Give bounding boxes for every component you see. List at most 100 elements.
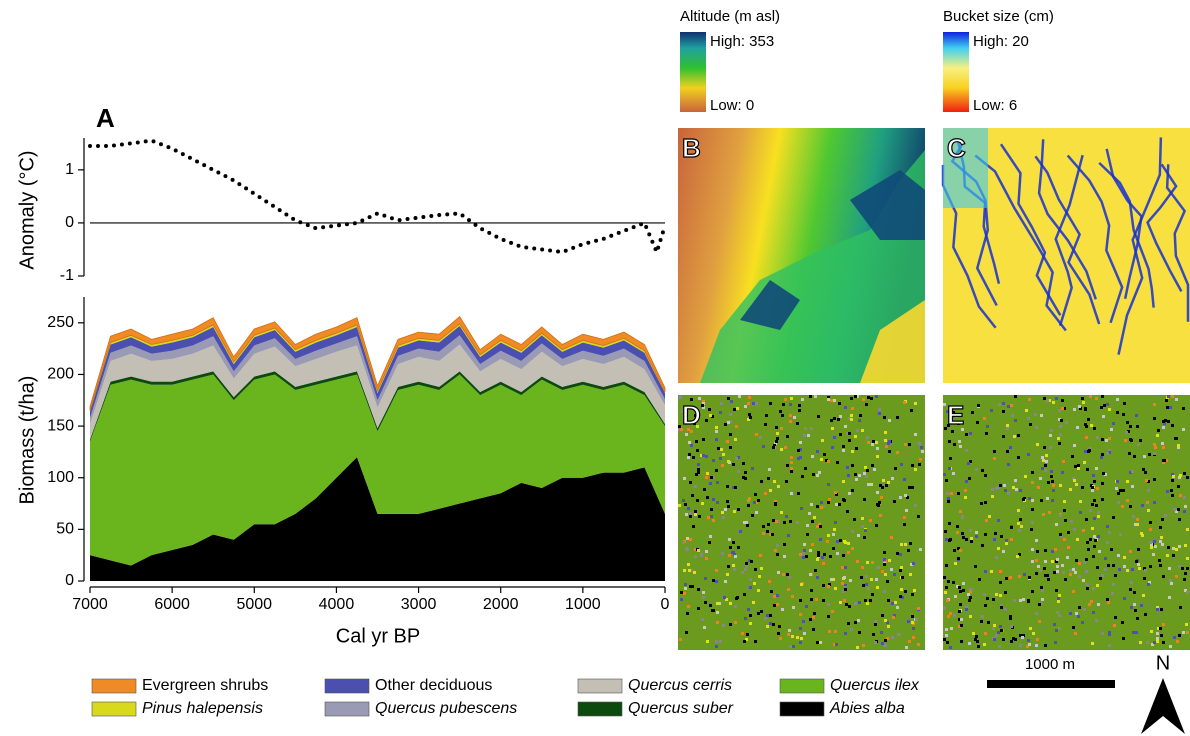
vegetation-cell: [847, 542, 850, 545]
vegetation-cell: [689, 538, 692, 541]
vegetation-cell: [733, 553, 736, 556]
vegetation-cell: [684, 587, 687, 590]
vegetation-cell: [755, 501, 758, 504]
vegetation-cell: [745, 565, 748, 568]
vegetation-cell: [865, 475, 868, 478]
vegetation-cell: [906, 496, 909, 499]
vegetation-cell: [764, 423, 767, 426]
vegetation-cell: [881, 642, 884, 645]
vegetation-cell: [700, 454, 703, 457]
vegetation-cell: [1173, 636, 1176, 639]
vegetation-cell: [826, 540, 829, 543]
vegetation-cell: [908, 486, 911, 489]
vegetation-cell: [1136, 518, 1139, 521]
vegetation-cell: [1059, 533, 1062, 536]
vegetation-cell: [971, 411, 974, 414]
vegetation-cell: [976, 421, 979, 424]
vegetation-cell: [806, 524, 809, 527]
vegetation-cell: [912, 562, 915, 565]
vegetation-cell: [1156, 637, 1159, 640]
vegetation-cell: [972, 632, 975, 635]
vegetation-cell: [945, 586, 948, 589]
vegetation-cell: [1137, 548, 1140, 551]
vegetation-cell: [774, 549, 777, 552]
vegetation-cell: [803, 434, 806, 437]
vegetation-cell: [686, 548, 689, 551]
vegetation-cell: [863, 498, 866, 501]
vegetation-cell: [790, 470, 793, 473]
vegetation-cell: [1010, 404, 1013, 407]
vegetation-cell: [998, 403, 1001, 406]
drainage-line: [1098, 161, 1155, 308]
vegetation-cell: [1045, 454, 1048, 457]
vegetation-cell: [1067, 531, 1070, 534]
vegetation-cell: [715, 569, 718, 572]
vegetation-cell: [1116, 480, 1119, 483]
vegetation-cell: [749, 578, 752, 581]
vegetation-cell: [772, 623, 775, 626]
vegetation-cell: [949, 457, 952, 460]
vegetation-cell: [724, 423, 727, 426]
vegetation-cell: [1037, 565, 1040, 568]
vegetation-cell: [837, 418, 840, 421]
vegetation-cell: [1097, 511, 1100, 514]
vegetation-cell: [706, 496, 709, 499]
vegetation-cell: [1077, 615, 1080, 618]
vegetation-cell: [696, 449, 699, 452]
vegetation-cell: [1161, 518, 1164, 521]
vegetation-cell: [1085, 425, 1088, 428]
drainage-line: [999, 143, 1062, 316]
vegetation-cell: [729, 623, 732, 626]
vegetation-cell: [1108, 437, 1111, 440]
vegetation-cell: [999, 570, 1002, 573]
vegetation-cell: [1040, 499, 1043, 502]
vegetation-cell: [806, 533, 809, 536]
vegetation-cell: [737, 456, 740, 459]
vegetation-cell: [764, 492, 767, 495]
vegetation-cell: [789, 520, 792, 523]
vegetation-cell: [913, 589, 916, 592]
vegetation-cell: [960, 624, 963, 627]
vegetation-cell: [836, 540, 839, 543]
vegetation-cell: [816, 525, 819, 528]
vegetation-cell: [778, 625, 781, 628]
vegetation-cell: [822, 599, 825, 602]
vegetation-cell: [1161, 442, 1164, 445]
vegetation-cell: [1095, 397, 1098, 400]
vegetation-cell: [1175, 548, 1178, 551]
colorbar: [680, 32, 706, 112]
vegetation-cell: [1056, 558, 1059, 561]
vegetation-cell: [799, 613, 802, 616]
vegetation-cell: [1014, 479, 1017, 482]
vegetation-cell: [1089, 447, 1092, 450]
vegetation-cell: [883, 551, 886, 554]
vegetation-cell: [997, 547, 1000, 550]
vegetation-cell: [867, 396, 870, 399]
vegetation-cell: [1077, 464, 1080, 467]
vegetation-cell: [861, 566, 864, 569]
vegetation-cell: [954, 595, 957, 598]
vegetation-cell: [682, 541, 685, 544]
vegetation-cell: [742, 462, 745, 465]
vegetation-cell: [969, 590, 972, 593]
vegetation-cell: [901, 596, 904, 599]
vegetation-cell: [726, 440, 729, 443]
vegetation-cell: [885, 484, 888, 487]
vegetation-cell: [1045, 460, 1048, 463]
vegetation-cell: [844, 632, 847, 635]
vegetation-cell: [769, 622, 772, 625]
vegetation-cell: [1186, 557, 1189, 560]
vegetation-cell: [1039, 477, 1042, 480]
vegetation-cell: [1166, 554, 1169, 557]
vegetation-cell: [773, 595, 776, 598]
vegetation-cell: [883, 563, 886, 566]
vegetation-cell: [822, 584, 825, 587]
vegetation-cell: [829, 555, 832, 558]
vegetation-cell: [1086, 587, 1089, 590]
vegetation-cell: [799, 641, 802, 644]
vegetation-cell: [832, 533, 835, 536]
vegetation-cell: [985, 432, 988, 435]
vegetation-cell: [690, 569, 693, 572]
vegetation-cell: [744, 477, 747, 480]
vegetation-cell: [751, 514, 754, 517]
